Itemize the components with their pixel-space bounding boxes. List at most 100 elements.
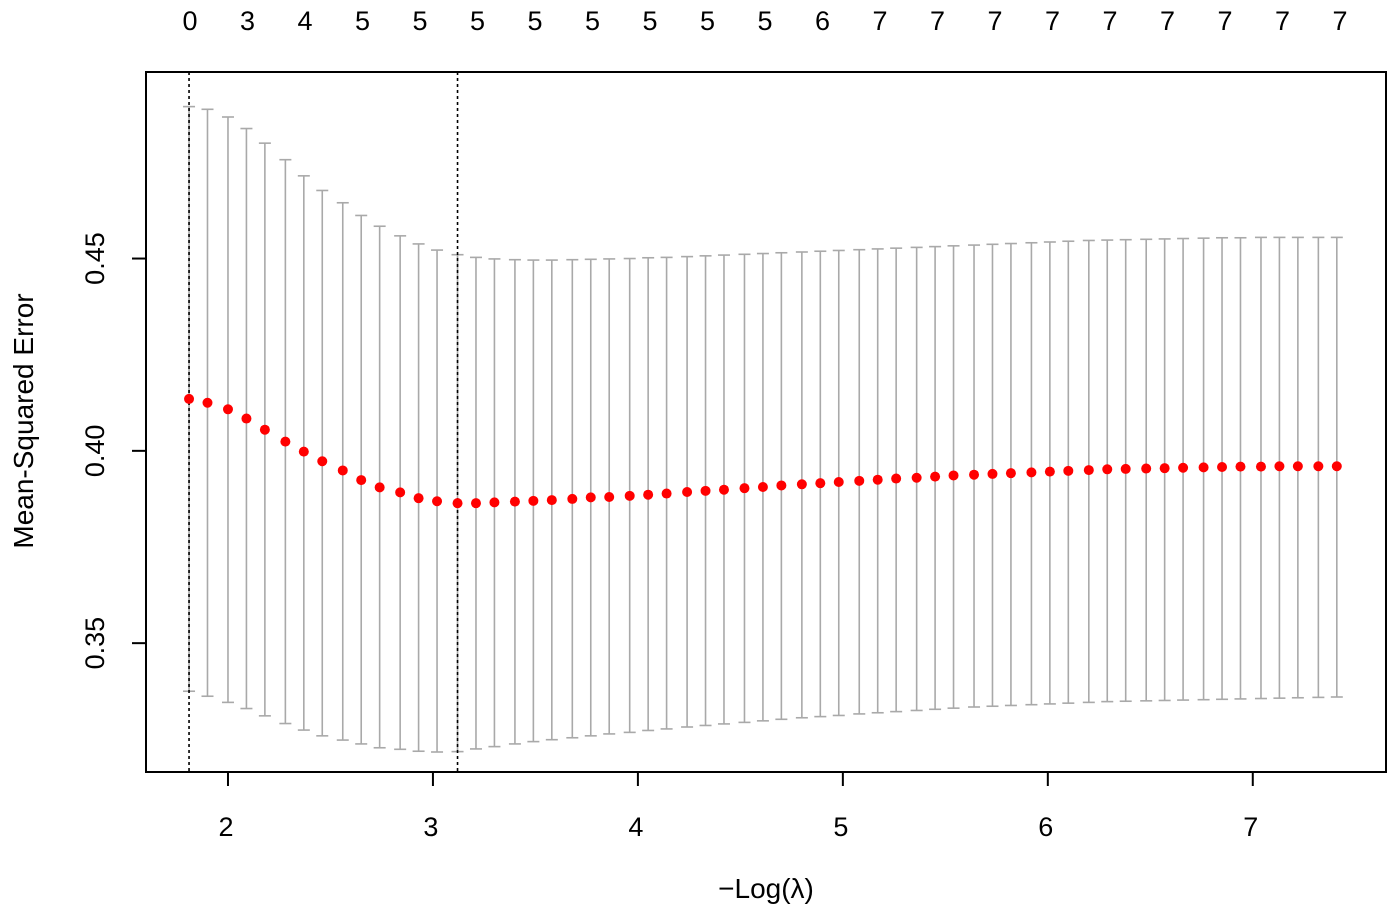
data-point-59	[1313, 461, 1324, 472]
data-point-13	[432, 496, 443, 507]
data-point-56	[1255, 461, 1266, 472]
data-point-55	[1235, 461, 1246, 472]
data-point-58	[1292, 461, 1303, 472]
top-label-4: 5	[412, 6, 427, 36]
y-axis: 0.35 0.40 0.45	[80, 232, 146, 669]
data-point-5	[280, 436, 291, 447]
top-label-13: 7	[930, 6, 945, 36]
data-point-53	[1198, 462, 1209, 473]
data-point-6	[298, 446, 309, 457]
data-point-17	[509, 496, 520, 507]
data-point-38	[911, 472, 922, 483]
top-label-3: 5	[355, 6, 370, 36]
data-point-50	[1141, 463, 1152, 474]
data-point-33	[815, 478, 826, 489]
data-point-27	[700, 485, 711, 496]
top-label-10: 5	[757, 6, 772, 36]
top-label-9: 5	[700, 6, 715, 36]
x-tick-label-1: 3	[423, 812, 438, 842]
y-axis-title: Mean-Squared Error	[8, 293, 39, 548]
top-label-12: 7	[872, 6, 887, 36]
data-point-24	[643, 489, 654, 500]
data-point-49	[1120, 463, 1131, 474]
data-point-21	[585, 492, 596, 503]
data-point-19	[546, 495, 557, 506]
top-label-2: 4	[297, 6, 312, 36]
data-point-29	[739, 483, 750, 494]
plot-frame	[145, 71, 1387, 773]
reference-lines-group	[188, 72, 459, 772]
data-point-25	[661, 488, 672, 499]
top-label-16: 7	[1102, 6, 1117, 36]
data-point-42	[987, 468, 998, 479]
data-point-35	[854, 475, 865, 486]
top-label-11: 6	[815, 6, 830, 36]
x-axis-title: −Log(λ)	[718, 873, 814, 904]
x-axis: 2 3 4 5 6 7	[218, 772, 1258, 842]
data-point-30	[757, 482, 768, 492]
data-point-54	[1217, 462, 1228, 472]
data-point-16	[489, 497, 500, 508]
data-point-23	[624, 490, 635, 501]
data-point-1	[202, 397, 213, 408]
data-point-10	[374, 482, 385, 493]
y-tick-label-1: 0.40	[80, 425, 110, 478]
top-label-8: 5	[642, 6, 657, 36]
x-tick-label-5: 7	[1243, 812, 1258, 842]
top-label-17: 7	[1160, 6, 1175, 36]
data-point-4	[259, 424, 270, 435]
y-tick-label-0: 0.35	[80, 617, 110, 670]
error-bars-group	[183, 105, 1343, 753]
data-point-11	[395, 487, 406, 498]
x-tick-label-3: 5	[833, 812, 848, 842]
data-point-8	[337, 465, 348, 476]
y-tick-label-2: 0.45	[80, 232, 110, 285]
data-point-41	[969, 469, 980, 480]
data-point-28	[718, 484, 729, 495]
data-point-37	[891, 473, 902, 484]
top-label-18: 7	[1217, 6, 1232, 36]
data-point-15	[470, 498, 481, 509]
top-label-1: 3	[240, 6, 255, 36]
data-points-group	[184, 393, 1342, 509]
data-point-20	[567, 493, 578, 504]
data-point-36	[872, 474, 883, 485]
top-label-14: 7	[987, 6, 1002, 36]
top-label-20: 7	[1332, 6, 1347, 36]
data-point-60	[1331, 461, 1342, 472]
data-point-31	[776, 480, 787, 491]
data-point-22	[604, 492, 615, 502]
data-point-7	[317, 456, 328, 467]
top-label-7: 5	[585, 6, 600, 36]
data-point-12	[413, 493, 424, 504]
data-point-3	[241, 413, 252, 424]
top-label-0: 0	[182, 6, 197, 36]
x-tick-label-2: 4	[628, 812, 643, 842]
top-label-15: 7	[1045, 6, 1060, 36]
x-tick-label-0: 2	[218, 812, 233, 842]
data-point-2	[222, 404, 233, 415]
data-point-43	[1005, 468, 1016, 479]
data-point-0	[184, 393, 195, 404]
top-axis-labels: 0 3 4 5 5 5 5 5 5 5 5 6 7 7 7 7 7 7 7 7 7	[182, 6, 1347, 36]
data-point-51	[1159, 463, 1170, 474]
data-point-40	[948, 470, 959, 481]
top-label-19: 7	[1275, 6, 1290, 36]
data-point-44	[1026, 467, 1037, 478]
top-label-5: 5	[470, 6, 485, 36]
data-point-46	[1063, 465, 1074, 476]
data-point-48	[1102, 464, 1113, 475]
data-point-57	[1274, 461, 1285, 472]
data-point-52	[1178, 462, 1189, 473]
top-label-6: 5	[527, 6, 542, 36]
data-point-18	[528, 495, 539, 506]
data-point-32	[796, 479, 807, 490]
data-point-26	[682, 487, 693, 497]
data-point-14	[452, 498, 463, 509]
data-point-34	[833, 477, 844, 487]
data-point-39	[930, 471, 941, 482]
x-tick-label-4: 6	[1038, 812, 1053, 842]
data-point-9	[356, 475, 367, 486]
